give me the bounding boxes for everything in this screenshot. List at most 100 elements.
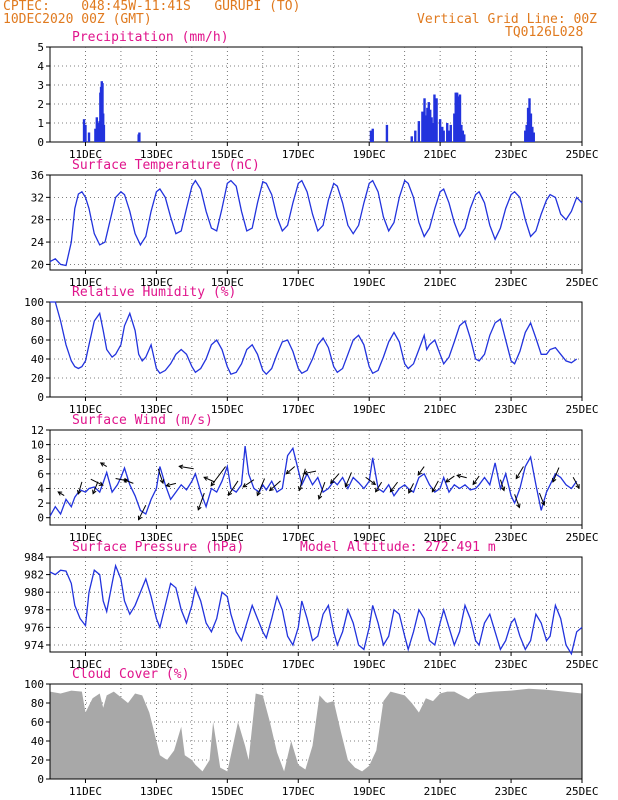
y-tick-label: 5 [37, 41, 44, 54]
y-tick-label: 0 [37, 136, 44, 149]
wind-arrow [269, 480, 281, 491]
precip-bar [461, 130, 465, 142]
wind-arrow-head [375, 487, 380, 493]
wind-arrow-head [540, 501, 546, 507]
wind-arrow [203, 476, 216, 483]
precip-bar [101, 83, 104, 142]
wind-arrow [365, 476, 376, 485]
y-tick-label: 978 [24, 604, 44, 617]
y-tick-label: 6 [37, 468, 44, 481]
wind-arrow-head [472, 480, 477, 486]
wind-arrow [285, 466, 296, 475]
x-tick-label: 19DEC [353, 531, 386, 544]
y-tick-label: 0 [37, 391, 44, 404]
wind-arrow-head [552, 477, 557, 483]
precip-bar [138, 132, 141, 142]
y-tick-label: 4 [37, 60, 44, 73]
wind-arrow [138, 505, 147, 520]
precip-bar [438, 119, 442, 142]
plot-frame [49, 174, 583, 271]
precip-bar [94, 128, 97, 142]
precip-bar [435, 98, 438, 142]
x-tick-label: 19DEC [353, 276, 386, 289]
panel-title: Surface Temperature (nC) [72, 158, 260, 173]
x-tick-label: 15DEC [211, 276, 244, 289]
y-tick-label: 3 [37, 79, 44, 92]
series-line [50, 301, 578, 376]
wind-arrow-head [389, 487, 395, 493]
precip-bar [441, 126, 444, 142]
y-tick-label: 40 [31, 353, 44, 366]
y-tick-label: 24 [31, 236, 45, 249]
precip-bar [95, 117, 99, 142]
precip-bar [424, 115, 428, 142]
x-tick-label: 21DEC [424, 531, 457, 544]
precip-bar [531, 126, 534, 142]
x-tick-label: 15DEC [211, 531, 244, 544]
wind-arrow-head [516, 503, 521, 509]
wind-arrow-head [408, 488, 413, 494]
precip-bar [385, 124, 389, 142]
x-tick-label: 23DEC [495, 785, 528, 798]
wind-arrow-head [371, 480, 377, 486]
wind-arrow [515, 466, 524, 479]
panel-2 [46, 174, 583, 274]
wind-arrow [389, 481, 398, 493]
y-tick-label: 80 [31, 697, 44, 710]
y-tick-label: 80 [31, 315, 44, 328]
precip-bar [524, 130, 527, 142]
wind-arrow-head [122, 478, 128, 484]
wind-arrow [303, 470, 317, 475]
x-tick-label: 17DEC [282, 785, 315, 798]
wind-arrow [57, 491, 65, 496]
x-tick-label: 19DEC [353, 403, 386, 416]
x-tick-label: 17DEC [282, 403, 315, 416]
wind-arrow-head [98, 481, 104, 486]
wind-arrow-head [329, 479, 335, 484]
precip-bar [431, 123, 435, 142]
precip-bar [442, 130, 445, 142]
x-tick-label: 17DEC [282, 276, 315, 289]
precip-bar [369, 130, 373, 142]
precip-bar [427, 102, 430, 142]
wind-arrow [256, 478, 266, 496]
header-model-id: TQ0126L028 [505, 25, 584, 40]
y-tick-label: 60 [31, 716, 44, 729]
precip-bar [87, 132, 91, 142]
y-tick-label: 0 [37, 773, 44, 786]
y-tick-label: 20 [31, 372, 44, 385]
header-run-date: 10DEC2020 00Z (GMT) [3, 12, 152, 27]
wind-arrow-head [575, 484, 580, 489]
header-station: CPTEC: 048:45W-11:41S GURUPI (TO) [3, 0, 301, 14]
precip-bar [429, 109, 432, 142]
x-tick-label: 25DEC [565, 658, 598, 671]
wind-arrow [538, 492, 545, 506]
y-tick-label: 28 [31, 214, 44, 227]
y-tick-label: 20 [31, 258, 44, 271]
x-tick-label: 21DEC [424, 403, 457, 416]
precip-bar [446, 123, 449, 142]
precip-bar [525, 124, 528, 142]
x-tick-label: 13DEC [140, 658, 173, 671]
x-tick-label: 19DEC [353, 658, 386, 671]
y-tick-label: 4 [37, 482, 44, 495]
x-tick-label: 15DEC [211, 148, 244, 161]
x-tick-label: 21DEC [424, 276, 457, 289]
wind-arrow [572, 477, 580, 489]
wind-arrow [431, 480, 439, 492]
wind-arrow-head [57, 491, 63, 496]
x-tick-label: 11DEC [69, 148, 102, 161]
series-line [49, 179, 583, 267]
x-tick-label: 21DEC [424, 658, 457, 671]
precip-bar [414, 130, 417, 142]
x-tick-label: 19DEC [353, 148, 386, 161]
wind-arrow-head [159, 479, 165, 485]
wind-arrow-head [178, 464, 184, 470]
y-tick-label: 1 [37, 117, 44, 130]
precip-bar [457, 96, 460, 142]
plot-frame [49, 429, 583, 526]
y-tick-label: 100 [24, 678, 44, 691]
wind-arrow [179, 465, 194, 470]
x-tick-label: 25DEC [565, 785, 598, 798]
wind-arrow-head [92, 489, 97, 495]
